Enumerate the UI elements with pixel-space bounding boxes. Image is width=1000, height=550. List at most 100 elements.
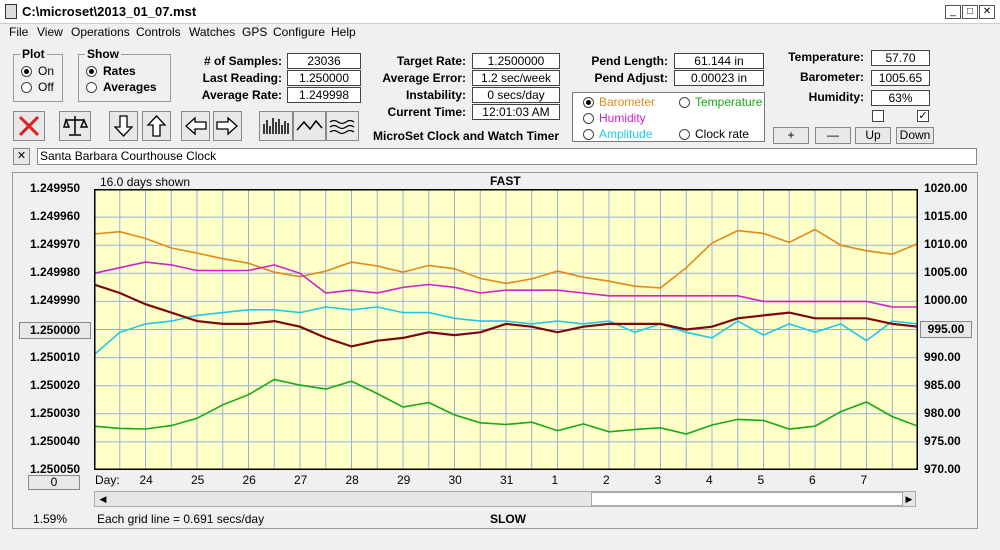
balance-button[interactable]: [59, 111, 91, 141]
line-plot-button[interactable]: [293, 111, 326, 141]
right-axis-tick: 1005.00: [924, 265, 968, 280]
left-axis-tick: 1.249960: [30, 209, 81, 224]
menu-watches[interactable]: Watches: [189, 25, 236, 39]
left-axis-tick: 1.249990: [30, 293, 81, 308]
humidity-radio[interactable]: [583, 113, 594, 124]
last-reading-value: 1.250000: [287, 70, 361, 86]
sensor-select-panel: [572, 92, 765, 142]
down-button[interactable]: [109, 111, 138, 141]
scale-plus-button[interactable]: +: [773, 127, 809, 144]
clock-rate-option-label[interactable]: Clock rate: [695, 127, 750, 141]
left-center-value-button[interactable]: 1.250000: [19, 322, 91, 339]
slow-label: SLOW: [490, 512, 526, 526]
left-axis-tick: 1.249950: [30, 181, 81, 195]
amplitude-option-label[interactable]: Amplitude: [599, 127, 653, 141]
arrow-left-icon: [185, 116, 207, 136]
grid-note: Each grid line = 0.691 secs/day: [97, 512, 265, 526]
day-axis-tick: 4: [706, 473, 713, 487]
scroll-left-arrow[interactable]: ◀: [99, 494, 107, 504]
day-axis-tick: 27: [294, 473, 308, 487]
plot-group-title: Plot: [20, 47, 47, 61]
average-rate-label: Average Rate:: [201, 88, 282, 102]
barometer-option-label[interactable]: Barometer: [599, 95, 656, 109]
series-line-temperature: [94, 378, 918, 435]
maximize-icon[interactable]: □: [962, 5, 978, 19]
left-axis-tick: 1.250020: [30, 377, 81, 392]
scale-up-button[interactable]: Up: [855, 127, 891, 144]
plot-off-radio[interactable]: [21, 82, 32, 93]
pend-length-label: Pend Length:: [591, 54, 668, 68]
percent-label: 1.59%: [33, 512, 68, 526]
left-checkbox[interactable]: [872, 110, 884, 122]
arrow-down-icon: [113, 115, 134, 137]
day-axis-tick: 26: [242, 473, 256, 487]
line-plot-icon: [296, 119, 323, 131]
up-button[interactable]: [142, 111, 171, 141]
left-button[interactable]: [181, 111, 210, 141]
right-center-value-button[interactable]: 995.00: [920, 321, 972, 338]
day-axis-tick: 25: [191, 473, 205, 487]
pend-length-value[interactable]: 61.144 in: [674, 53, 764, 69]
plot-off-label[interactable]: Off: [38, 80, 54, 94]
samples-label: # of Samples:: [203, 54, 282, 68]
target-rate-value[interactable]: 1.2500000: [472, 53, 560, 69]
menu-operations[interactable]: Operations: [71, 25, 130, 39]
right-axis-tick: 1020.00: [924, 181, 968, 195]
show-averages-radio[interactable]: [86, 82, 97, 93]
menu-view[interactable]: View: [37, 25, 63, 39]
balance-scale-icon: [63, 116, 89, 136]
day-axis-tick: 7: [860, 473, 868, 487]
temperature-option-label[interactable]: Temperature: [695, 95, 763, 109]
plot-on-label[interactable]: On: [38, 64, 55, 78]
left-axis-tick: 1.250010: [30, 349, 81, 364]
barometer-radio[interactable]: [583, 97, 594, 108]
close-button[interactable]: [13, 111, 45, 141]
close-window-icon[interactable]: ✕: [979, 5, 995, 19]
scale-minus-button[interactable]: —: [815, 127, 851, 144]
menu-configure[interactable]: Configure: [273, 25, 326, 39]
clock-rate-radio[interactable]: [679, 129, 690, 140]
wave-plot-button[interactable]: [326, 111, 359, 141]
instability-value: 0 secs/day: [472, 87, 560, 103]
pend-adjust-value: 0.00023 in: [674, 70, 764, 86]
show-rates-radio[interactable]: [86, 66, 97, 77]
menu-file[interactable]: File: [9, 25, 29, 39]
amplitude-radio[interactable]: [583, 129, 594, 140]
show-group: Show: [78, 47, 171, 102]
average-error-value: 1.2 sec/week: [472, 70, 560, 86]
right-axis-tick: 1015.00: [924, 209, 968, 224]
right-button[interactable]: [213, 111, 242, 141]
right-checkbox[interactable]: ✓: [917, 110, 929, 122]
clock-name-field[interactable]: Santa Barbara Courthouse Clock: [37, 148, 977, 165]
temperature-radio[interactable]: [679, 97, 690, 108]
title-bar: C:\microset\2013_01_07.mst _ □ ✕: [0, 0, 1000, 24]
right-axis-tick: 985.00: [924, 377, 961, 392]
arrow-right-icon: [216, 116, 238, 136]
time-scrollbar[interactable]: ◀ ▶: [94, 491, 916, 507]
plot-on-radio[interactable]: [21, 66, 32, 77]
day-axis-tick: 31: [500, 473, 514, 487]
bar-plot-button[interactable]: [259, 111, 293, 141]
show-averages-label[interactable]: Averages: [103, 80, 157, 94]
show-rates-label[interactable]: Rates: [103, 64, 136, 78]
scroll-thumb[interactable]: [591, 492, 903, 506]
minimize-icon[interactable]: _: [945, 5, 961, 19]
menu-controls[interactable]: Controls: [136, 25, 181, 39]
day-axis-tick: 1: [551, 473, 559, 487]
series-line-barometer: [94, 228, 918, 289]
humidity-option-label[interactable]: Humidity: [599, 111, 646, 125]
barometer-value: 1005.65: [871, 70, 930, 86]
plot-group: Plot: [13, 47, 63, 102]
clear-clock-button[interactable]: ✕: [13, 148, 30, 165]
current-time-label: Current Time:: [387, 105, 466, 119]
scale-down-button[interactable]: Down: [896, 127, 934, 144]
average-error-label: Average Error:: [382, 71, 466, 85]
day-axis-tick: 30: [448, 473, 462, 487]
series-line-clock-rate: [94, 283, 918, 348]
menu-gps[interactable]: GPS: [242, 25, 268, 39]
scroll-right-arrow[interactable]: ▶: [905, 494, 913, 504]
menu-help[interactable]: Help: [331, 25, 356, 39]
close-icon: [18, 115, 40, 137]
bottom-left-value-button[interactable]: 0: [28, 475, 80, 490]
current-time-value: 12:01:03 AM: [472, 104, 560, 120]
